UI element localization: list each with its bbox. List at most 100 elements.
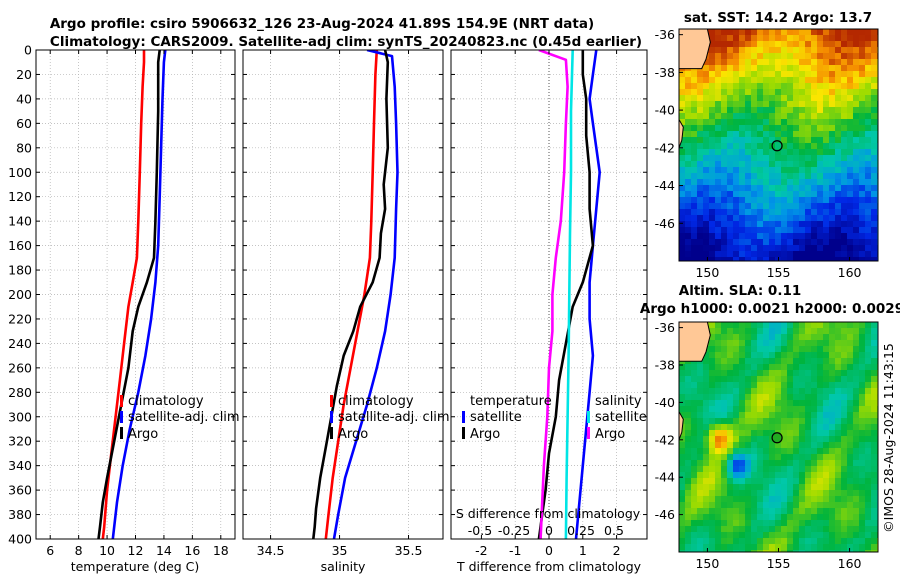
map-cell xyxy=(865,35,872,42)
map-cell xyxy=(781,400,788,407)
map-cell xyxy=(685,496,692,503)
map-cell xyxy=(763,538,770,545)
series-line-argo xyxy=(312,50,390,539)
map-cell xyxy=(787,322,794,329)
map-cell xyxy=(781,89,788,96)
map-cell xyxy=(871,173,878,180)
map-cell xyxy=(841,227,848,234)
map-cell xyxy=(721,532,728,539)
map-cell xyxy=(811,77,818,84)
map-cell xyxy=(811,131,818,138)
y-tick-label: 400 xyxy=(8,532,32,547)
map-cell xyxy=(847,340,854,347)
map-cell xyxy=(751,550,758,552)
map-cell xyxy=(715,149,722,156)
map-cell xyxy=(871,227,878,234)
map-cell xyxy=(799,47,806,54)
map-cell xyxy=(715,251,722,258)
map-cell xyxy=(847,149,854,156)
map-cell xyxy=(757,322,764,329)
map-cell xyxy=(853,406,860,413)
series-line-argo xyxy=(97,50,161,539)
map-cell xyxy=(847,358,854,365)
map-cell xyxy=(739,203,746,210)
map-cell xyxy=(757,484,764,491)
map-cell xyxy=(679,119,686,126)
map-cell xyxy=(841,478,848,485)
map-cell xyxy=(739,448,746,455)
map-cell xyxy=(793,35,800,42)
map-cell xyxy=(841,412,848,419)
map-cell xyxy=(691,376,698,383)
map-cell xyxy=(763,454,770,461)
map-cell xyxy=(703,137,710,144)
map-cell xyxy=(787,388,794,395)
map-cell xyxy=(739,490,746,497)
map-cell xyxy=(847,526,854,533)
map-cell xyxy=(769,209,776,216)
map-cell xyxy=(691,460,698,467)
map-cell xyxy=(703,143,710,150)
map-cell xyxy=(775,514,782,521)
map-cell xyxy=(691,167,698,174)
map-cell xyxy=(763,131,770,138)
map-cell xyxy=(811,490,818,497)
map-cell xyxy=(685,472,692,479)
map-cell xyxy=(775,179,782,186)
map-cell xyxy=(697,107,704,114)
map-cell xyxy=(835,394,842,401)
map-cell xyxy=(751,233,758,240)
map-cell xyxy=(709,161,716,168)
map-cell xyxy=(763,107,770,114)
map-cell xyxy=(679,71,686,78)
map-cell xyxy=(745,143,752,150)
map-cell xyxy=(751,400,758,407)
map-cell xyxy=(817,113,824,120)
map-cell xyxy=(733,191,740,198)
map-cell xyxy=(709,65,716,72)
map-cell xyxy=(835,514,842,521)
map-cell xyxy=(835,430,842,437)
map-cell xyxy=(751,131,758,138)
map-cell xyxy=(763,388,770,395)
map-cell xyxy=(721,29,728,36)
map-cell xyxy=(787,191,794,198)
map-cell xyxy=(775,352,782,359)
map-cell xyxy=(811,508,818,515)
map-cell xyxy=(859,95,866,102)
map-cell xyxy=(847,35,854,42)
map-cell xyxy=(811,41,818,48)
map-cell xyxy=(727,436,734,443)
map-cell xyxy=(823,430,830,437)
map-cell xyxy=(715,424,722,431)
map-cell xyxy=(751,155,758,162)
map-cell xyxy=(745,490,752,497)
map-cell xyxy=(835,155,842,162)
map-cell xyxy=(853,65,860,72)
map-cell xyxy=(697,484,704,491)
map-cell xyxy=(847,197,854,204)
map-cell xyxy=(769,155,776,162)
map-cell xyxy=(853,101,860,108)
map-cell xyxy=(727,221,734,228)
map-cell xyxy=(679,484,686,491)
map-cell xyxy=(715,71,722,78)
map-cell xyxy=(721,149,728,156)
map-cell xyxy=(679,179,686,186)
map-cell xyxy=(679,89,686,96)
map-cell xyxy=(829,173,836,180)
map-cell xyxy=(739,418,746,425)
map-cell xyxy=(709,119,716,126)
map-cell xyxy=(697,239,704,246)
map-cell xyxy=(679,257,686,261)
map-cell xyxy=(781,167,788,174)
map-cell xyxy=(835,137,842,144)
map-cell xyxy=(715,89,722,96)
map-cell xyxy=(811,550,818,552)
map-cell xyxy=(829,412,836,419)
map-cell xyxy=(841,460,848,467)
map-cell xyxy=(805,466,812,473)
map-cell xyxy=(679,191,686,198)
map-cell xyxy=(781,454,788,461)
map-cell xyxy=(835,47,842,54)
